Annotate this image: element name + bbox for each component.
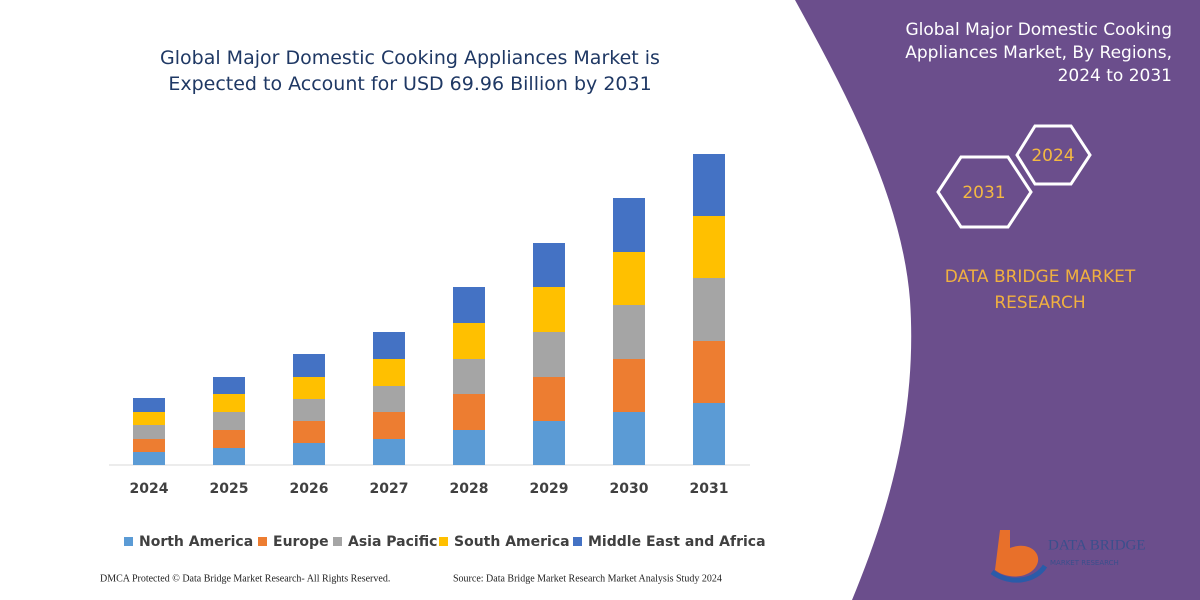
bar-segment: [453, 323, 485, 359]
legend-swatch: [573, 537, 582, 546]
bar-segment: [213, 377, 245, 394]
bar-segment: [293, 443, 325, 465]
bar-segment: [213, 412, 245, 430]
bar-segment: [373, 386, 405, 412]
chart-title: Global Major Domestic Cooking Appliances…: [160, 47, 660, 95]
bar-segment: [533, 243, 565, 287]
legend-swatch: [124, 537, 133, 546]
bar-segment: [213, 430, 245, 448]
x-tick-label: 2026: [290, 481, 329, 497]
x-tick-label: 2031: [690, 481, 729, 497]
bar-segment: [373, 412, 405, 439]
legend-swatch: [439, 537, 448, 546]
x-tick-label: 2024: [130, 481, 169, 497]
brand: DATA BRIDGE MARKET RESEARCH: [945, 267, 1136, 313]
bar-segment: [133, 425, 165, 439]
logo-swoosh: [990, 564, 1048, 583]
bar-segment: [693, 216, 725, 278]
legend-swatch: [258, 537, 267, 546]
legend-label: North America: [139, 534, 253, 550]
bar-segment: [613, 359, 645, 412]
logo-name: DATA BRIDGE: [1048, 537, 1146, 553]
side-panel: [795, 0, 1200, 600]
bar-segment: [693, 403, 725, 465]
bar-segment: [133, 452, 165, 465]
hexagon: [1015, 124, 1092, 186]
footer-right: Source: Data Bridge Market Research Mark…: [453, 573, 722, 584]
x-tick-label: 2027: [370, 481, 409, 497]
legend-label: Asia Pacific: [348, 534, 437, 550]
bar-segment: [133, 439, 165, 452]
bar-segment: [533, 377, 565, 421]
logo-mark: [995, 530, 1039, 577]
bar-segment: [453, 287, 485, 323]
legend-label: South America: [454, 534, 570, 550]
bar-segment: [693, 154, 725, 216]
bar-segment: [133, 412, 165, 425]
bar-segment: [453, 394, 485, 430]
footer-left: DMCA Protected © Data Bridge Market Rese…: [100, 573, 390, 584]
hexagon: [936, 155, 1033, 229]
x-tick-label: 2030: [610, 481, 649, 497]
x-tick-label: 2028: [450, 481, 489, 497]
x-tick-label: 2029: [530, 481, 569, 497]
bar-segment: [693, 278, 725, 341]
legend-label: Europe: [273, 534, 329, 550]
x-tick-label: 2025: [210, 481, 249, 497]
hexagon-label: 2024: [1031, 146, 1074, 166]
bar-segment: [533, 332, 565, 377]
bar-segment: [293, 421, 325, 443]
bar-segment: [453, 359, 485, 394]
legend-label: Middle East and Africa: [588, 534, 766, 550]
panel-title: Global Major Domestic Cooking Appliances …: [905, 20, 1172, 86]
logo: DATA BRIDGE MARKET RESEARCH: [990, 530, 1146, 583]
bar-segment: [533, 287, 565, 332]
bar-segment: [693, 341, 725, 403]
bar-segment: [213, 394, 245, 412]
bar-segment: [373, 439, 405, 465]
bar-segment: [613, 412, 645, 465]
legend-swatch: [333, 537, 342, 546]
bar-segment: [453, 430, 485, 465]
bar-segment: [613, 252, 645, 305]
bar-segment: [613, 198, 645, 252]
bar-segment: [293, 399, 325, 421]
hexagon-label: 2031: [962, 183, 1005, 203]
bar-segment: [373, 332, 405, 359]
bar-segment: [533, 421, 565, 465]
logo-tagline: MARKET RESEARCH: [1050, 559, 1119, 567]
bar-segment: [293, 377, 325, 399]
bar-segment: [373, 359, 405, 386]
bar-segment: [133, 398, 165, 412]
bar-segment: [293, 354, 325, 377]
bar-segment: [613, 305, 645, 359]
bar-segment: [213, 448, 245, 465]
